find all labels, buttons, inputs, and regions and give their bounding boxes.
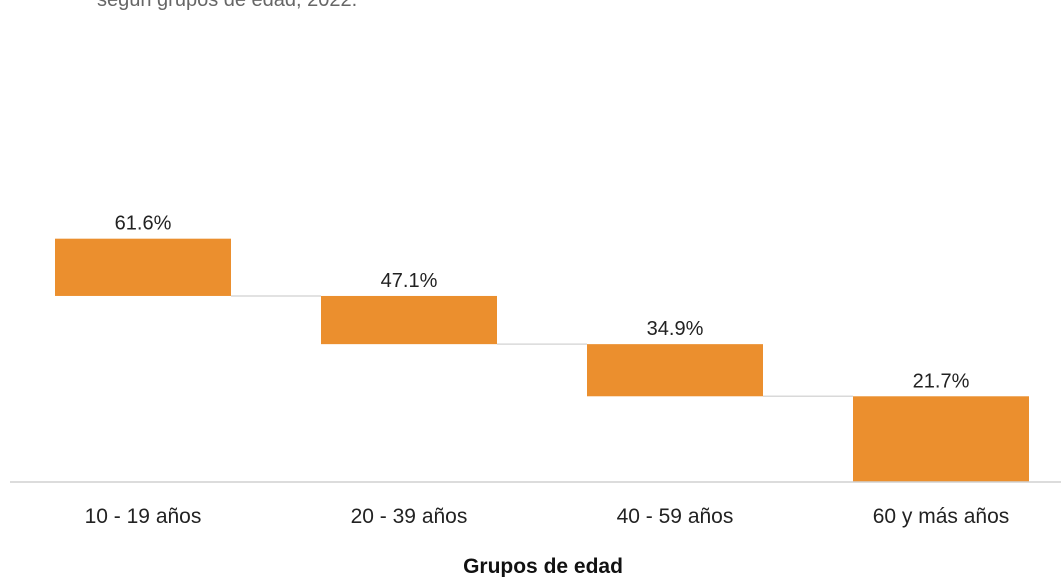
chart-subtitle: según grupos de edad, 2022.	[97, 0, 357, 11]
bar-2	[321, 295, 497, 345]
bar-3	[587, 344, 763, 397]
data-label-1: 61.6%	[115, 213, 172, 235]
data-label-3: 34.9%	[647, 318, 704, 340]
bar-1	[55, 238, 231, 296]
data-labels: 61.6% 47.1% 34.9% 21.7%	[115, 213, 970, 393]
bars	[55, 238, 1029, 482]
tick-label-2: 20 - 39 años	[351, 505, 468, 528]
tick-label-4: 60 y más años	[873, 505, 1010, 528]
x-tick-labels: 10 - 19 años 20 - 39 años 40 - 59 años 60 y…	[85, 505, 1010, 528]
data-label-4: 21.7%	[913, 370, 970, 392]
connector-lines	[231, 295, 853, 398]
tick-label-1: 10 - 19 años	[85, 505, 202, 528]
data-label-2: 47.1%	[381, 270, 438, 292]
bar-4	[853, 396, 1029, 482]
tick-label-3: 40 - 59 años	[617, 505, 734, 528]
x-axis-title: Grupos de edad	[463, 555, 623, 577]
